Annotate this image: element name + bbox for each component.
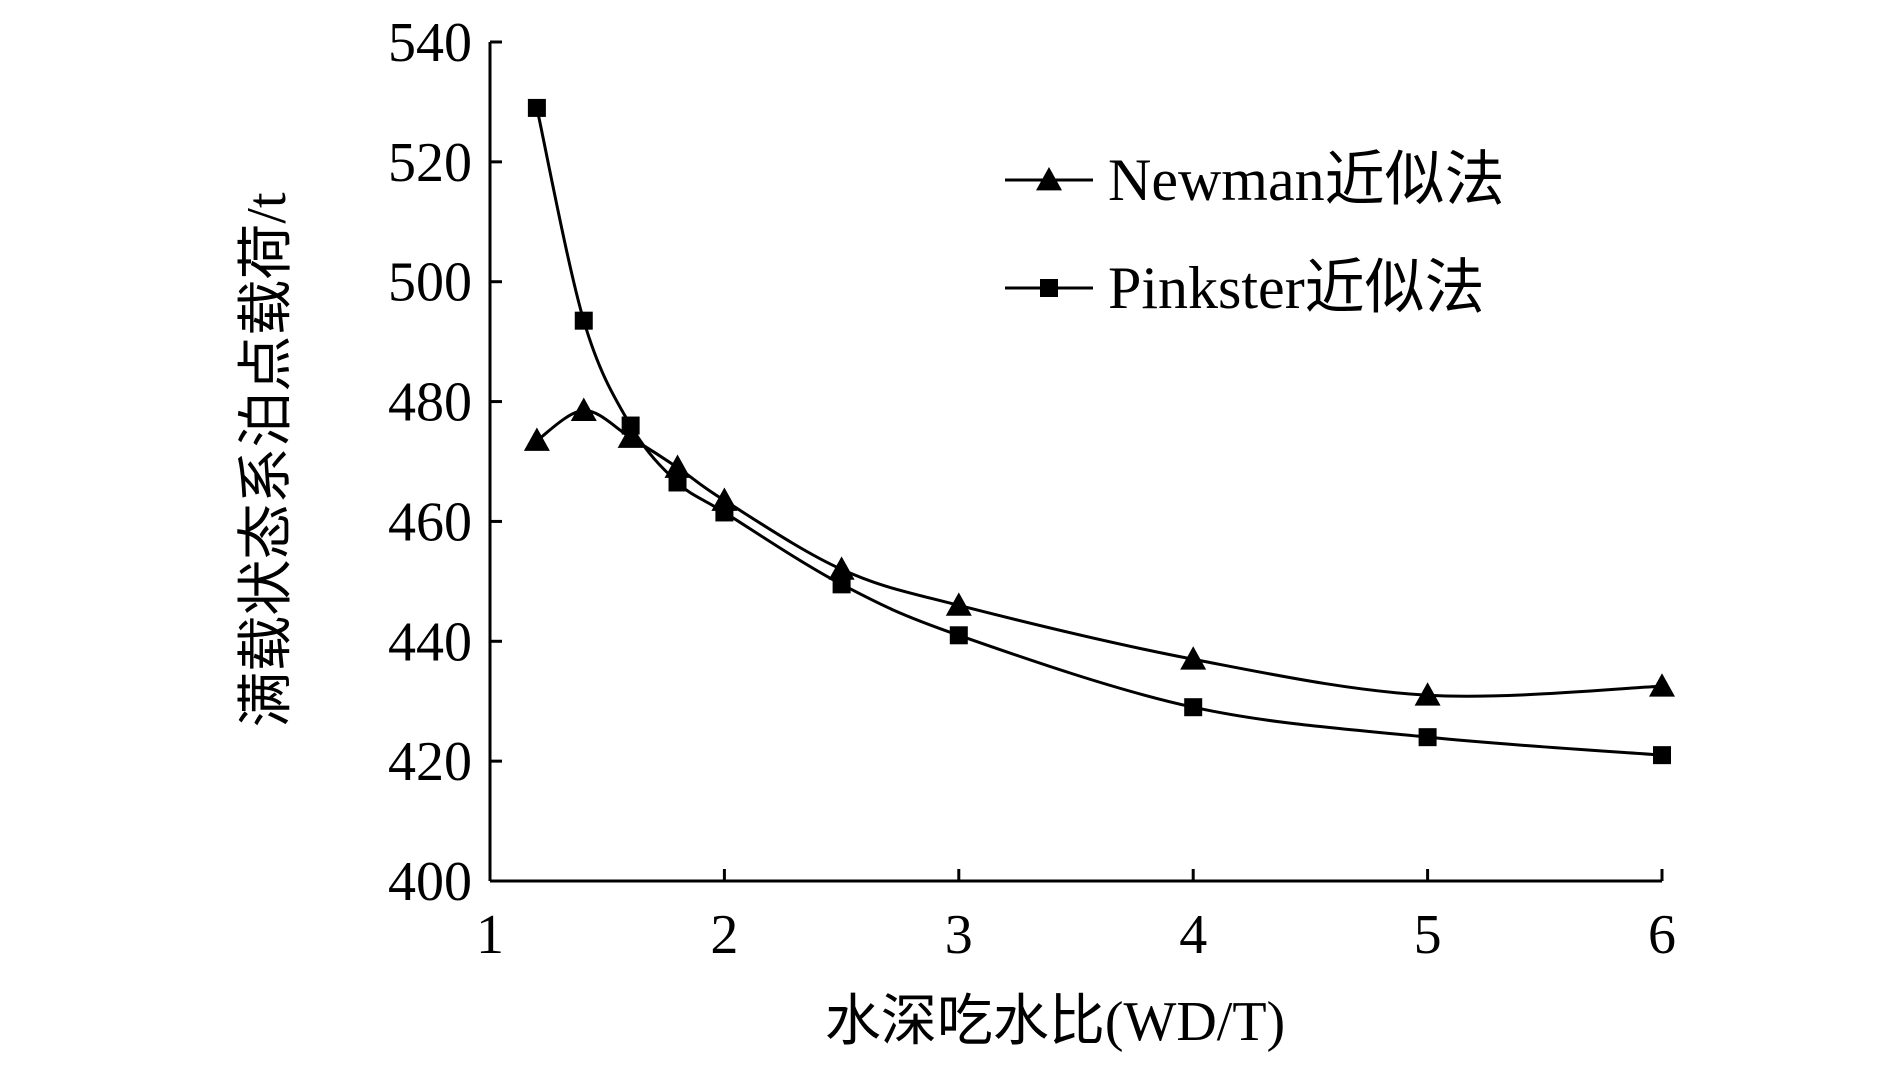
data-point [1184, 698, 1203, 717]
data-point [570, 397, 597, 421]
data-point [715, 503, 734, 522]
legend-item: Newman近似法 [1005, 147, 1505, 213]
x-axis-title: 水深吃水比(WD/T) [825, 991, 1285, 1053]
y-tick-label: 460 [388, 491, 472, 553]
data-point [617, 424, 644, 448]
data-point [1649, 673, 1675, 697]
data-point [621, 416, 640, 435]
data-point [1418, 728, 1437, 747]
data-point [828, 556, 855, 580]
x-tick-label: 3 [945, 904, 973, 966]
data-point [1414, 682, 1441, 706]
data-point [949, 626, 968, 645]
y-tick-label: 440 [388, 611, 472, 673]
series-2 [527, 98, 1671, 765]
series-line [536, 409, 1663, 698]
y-tick-label: 520 [388, 132, 472, 194]
series-group [523, 98, 1675, 765]
x-tick-label: 4 [1179, 904, 1207, 966]
y-axis-title: 满载状态系泊点载荷/t [236, 192, 298, 728]
data-point [1653, 746, 1671, 765]
y-tick-label: 420 [388, 731, 472, 793]
legend-label: Pinkster近似法 [1108, 255, 1485, 321]
y-tick-label: 540 [388, 12, 472, 74]
data-point [664, 454, 691, 478]
data-point [574, 311, 593, 330]
x-tick-label: 1 [476, 904, 504, 966]
y-tick-label: 500 [388, 252, 472, 314]
series-1 [523, 397, 1675, 706]
data-point [523, 427, 550, 451]
axes: 400 420 440 460 480 500 520 540 1 2 3 4 5 6 [388, 12, 1676, 966]
y-tick-label: 480 [388, 372, 472, 434]
data-point [668, 473, 687, 492]
x-tick-label: 6 [1648, 904, 1676, 966]
x-tick-label: 5 [1414, 904, 1442, 966]
data-point [832, 575, 851, 594]
legend-item: Pinkster近似法 [1005, 255, 1485, 321]
legend-marker [1036, 167, 1062, 191]
data-point [1180, 646, 1207, 670]
legend: Newman近似法 Pinkster近似法 [1005, 147, 1505, 321]
x-tick-label: 2 [710, 904, 738, 966]
legend-marker [1040, 279, 1058, 297]
legend-label: Newman近似法 [1108, 147, 1505, 213]
y-tick-label: 400 [388, 851, 472, 913]
data-point [945, 592, 972, 616]
data-point [527, 98, 546, 117]
